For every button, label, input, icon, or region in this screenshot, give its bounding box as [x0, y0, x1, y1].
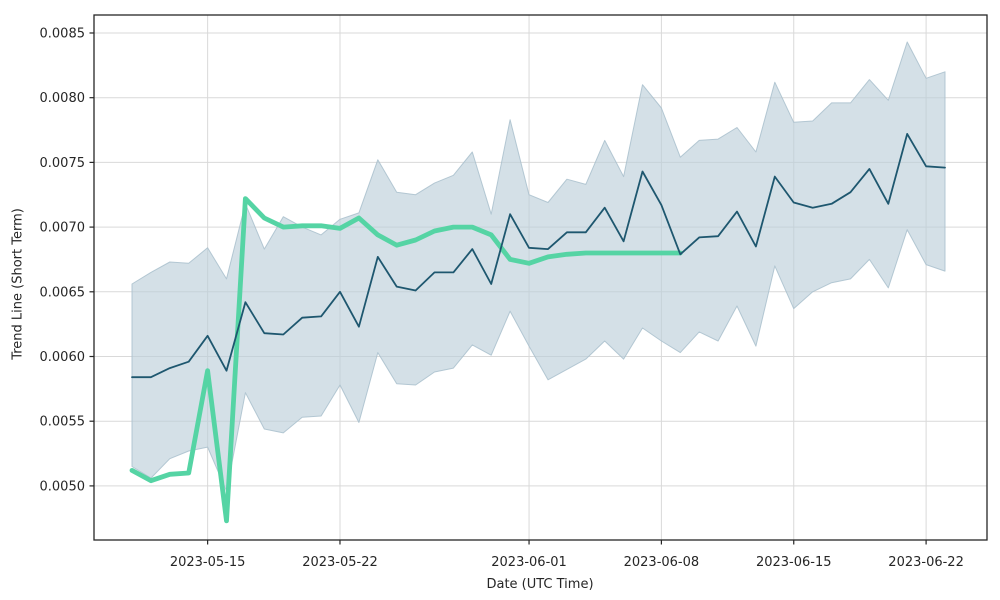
x-tick-label: 2023-06-15 [756, 555, 832, 570]
y-tick-label: 0.0065 [40, 285, 86, 300]
x-axis-ticks: 2023-05-15 2023-05-22 2023-06-01 2023-06-08… [170, 540, 964, 570]
y-tick-label: 0.0080 [40, 91, 86, 106]
signal-line [129, 196, 683, 524]
y-tick-label: 0.0050 [40, 479, 86, 494]
y-tick-label: 0.0055 [40, 415, 86, 430]
x-tick-label: 2023-06-08 [624, 555, 700, 570]
x-tick-label: 2023-06-22 [888, 555, 964, 570]
plot-border [93, 14, 988, 541]
x-tick-label: 2023-06-01 [491, 555, 567, 570]
y-axis-ticks: 0.0050 0.0055 0.0060 0.0065 0.0070 0.0075 0.00… [40, 26, 94, 494]
x-tick-label: 2023-05-15 [170, 555, 246, 570]
confidence-band [131, 41, 946, 492]
y-axis-title: Trend Line (Short Term) [10, 208, 26, 360]
y-tick-label: 0.0070 [40, 221, 86, 236]
y-tick-label: 0.0085 [40, 26, 86, 41]
y-tick-label: 0.0060 [40, 350, 86, 365]
y-tick-label: 0.0075 [40, 156, 86, 171]
x-tick-label: 2023-05-22 [302, 555, 378, 570]
x-axis-title: Date (UTC Time) [486, 577, 594, 592]
trend-line [131, 133, 946, 379]
